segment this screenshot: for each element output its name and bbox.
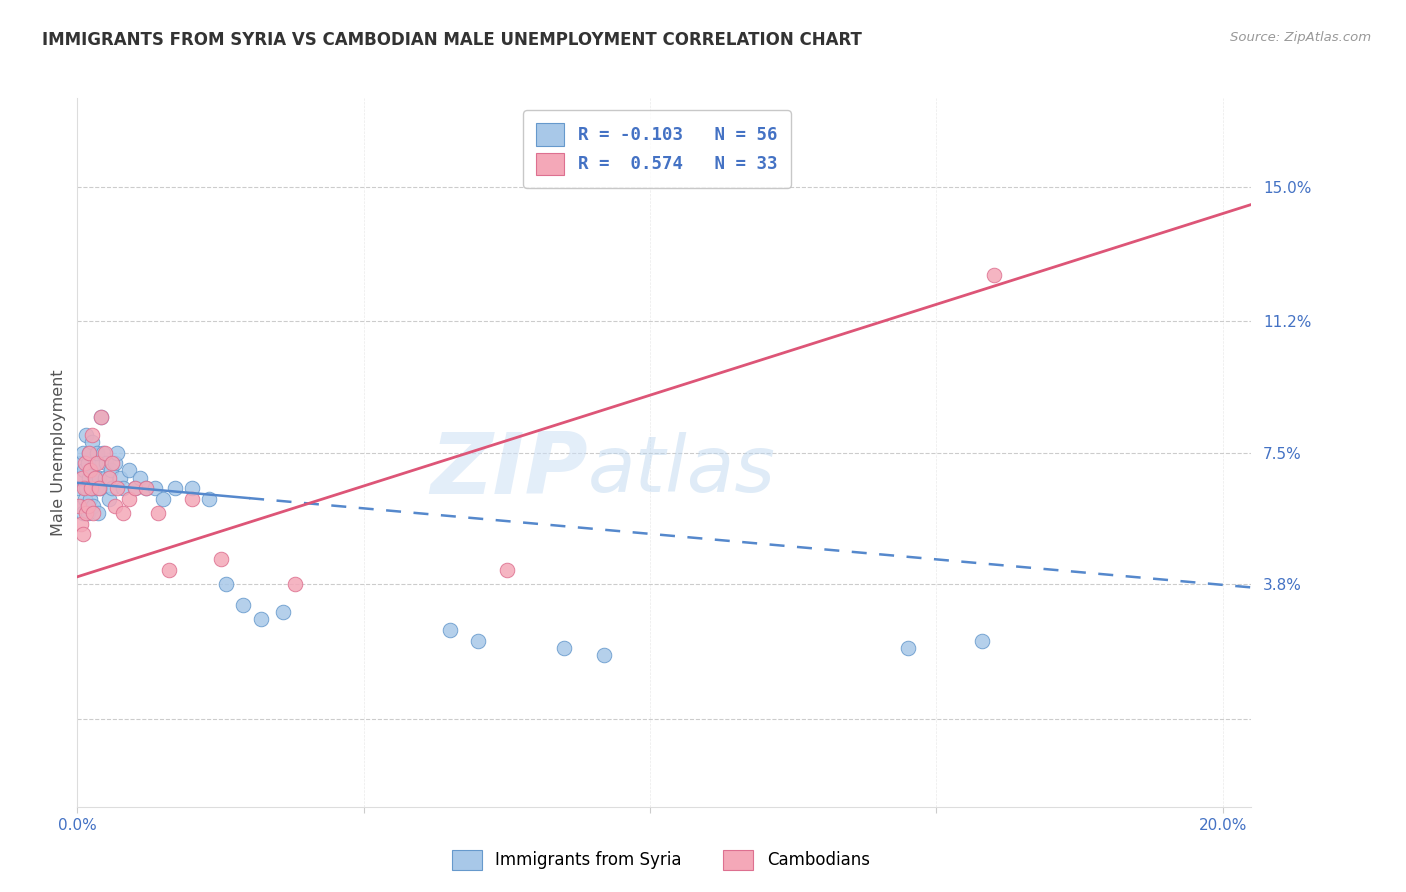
- Point: [157, 563, 180, 577]
- Point: [209, 552, 232, 566]
- Point: [103, 499, 125, 513]
- Point: [87, 481, 110, 495]
- Point: [84, 470, 107, 484]
- Point: [70, 470, 93, 484]
- Point: [76, 506, 98, 520]
- Point: [77, 470, 100, 484]
- Point: [67, 499, 90, 513]
- Point: [79, 463, 101, 477]
- Point: [79, 491, 101, 506]
- Point: [70, 499, 93, 513]
- Point: [198, 491, 221, 506]
- Point: [94, 456, 117, 470]
- Point: [79, 463, 101, 477]
- Point: [75, 506, 97, 520]
- Point: [249, 612, 271, 626]
- Point: [86, 446, 108, 460]
- Point: [94, 470, 117, 484]
- Point: [103, 456, 125, 470]
- Point: [72, 527, 94, 541]
- Point: [76, 456, 98, 470]
- Point: [112, 506, 135, 520]
- Point: [91, 446, 114, 460]
- Point: [82, 435, 104, 450]
- Point: [112, 481, 135, 495]
- Point: [89, 481, 111, 495]
- Point: [69, 516, 91, 531]
- Point: [73, 481, 96, 495]
- Point: [97, 470, 120, 484]
- Text: Source: ZipAtlas.com: Source: ZipAtlas.com: [1230, 31, 1371, 45]
- Point: [897, 640, 920, 655]
- Point: [83, 456, 105, 470]
- Point: [75, 491, 97, 506]
- Point: [76, 481, 98, 495]
- Point: [215, 577, 238, 591]
- Point: [73, 463, 96, 477]
- Point: [83, 470, 105, 484]
- Point: [118, 463, 141, 477]
- Point: [84, 481, 107, 495]
- Point: [232, 598, 254, 612]
- Text: atlas: atlas: [588, 433, 776, 508]
- Point: [146, 506, 169, 520]
- Legend: Immigrants from Syria, Cambodians: Immigrants from Syria, Cambodians: [446, 843, 876, 877]
- Point: [90, 410, 112, 425]
- Point: [72, 446, 94, 460]
- Point: [553, 640, 575, 655]
- Point: [273, 605, 295, 619]
- Point: [972, 633, 994, 648]
- Point: [82, 506, 104, 520]
- Point: [75, 428, 97, 442]
- Point: [107, 446, 129, 460]
- Point: [180, 491, 202, 506]
- Point: [107, 481, 129, 495]
- Point: [67, 481, 90, 495]
- Y-axis label: Male Unemployment: Male Unemployment: [51, 369, 66, 536]
- Point: [180, 481, 202, 495]
- Point: [284, 577, 307, 591]
- Point: [100, 463, 122, 477]
- Point: [983, 268, 1005, 283]
- Point: [152, 491, 174, 506]
- Point: [593, 648, 616, 662]
- Point: [439, 623, 461, 637]
- Point: [77, 446, 100, 460]
- Point: [76, 499, 98, 513]
- Point: [135, 481, 157, 495]
- Point: [87, 506, 110, 520]
- Point: [86, 456, 108, 470]
- Point: [80, 481, 103, 495]
- Point: [129, 470, 152, 484]
- Point: [94, 446, 117, 460]
- Point: [87, 470, 110, 484]
- Point: [69, 470, 91, 484]
- Point: [69, 456, 91, 470]
- Point: [100, 456, 122, 470]
- Point: [495, 563, 517, 577]
- Point: [82, 428, 104, 442]
- Point: [163, 481, 186, 495]
- Point: [82, 499, 104, 513]
- Point: [110, 470, 132, 484]
- Point: [100, 481, 122, 495]
- Point: [72, 506, 94, 520]
- Point: [97, 491, 120, 506]
- Point: [143, 481, 166, 495]
- Point: [124, 481, 146, 495]
- Text: ZIP: ZIP: [430, 429, 588, 512]
- Point: [124, 481, 146, 495]
- Point: [135, 481, 157, 495]
- Point: [75, 456, 97, 470]
- Point: [467, 633, 489, 648]
- Text: IMMIGRANTS FROM SYRIA VS CAMBODIAN MALE UNEMPLOYMENT CORRELATION CHART: IMMIGRANTS FROM SYRIA VS CAMBODIAN MALE …: [42, 31, 862, 49]
- Legend: R = -0.103   N = 56, R =  0.574   N = 33: R = -0.103 N = 56, R = 0.574 N = 33: [523, 111, 790, 188]
- Point: [77, 446, 100, 460]
- Point: [90, 410, 112, 425]
- Point: [80, 481, 103, 495]
- Point: [118, 491, 141, 506]
